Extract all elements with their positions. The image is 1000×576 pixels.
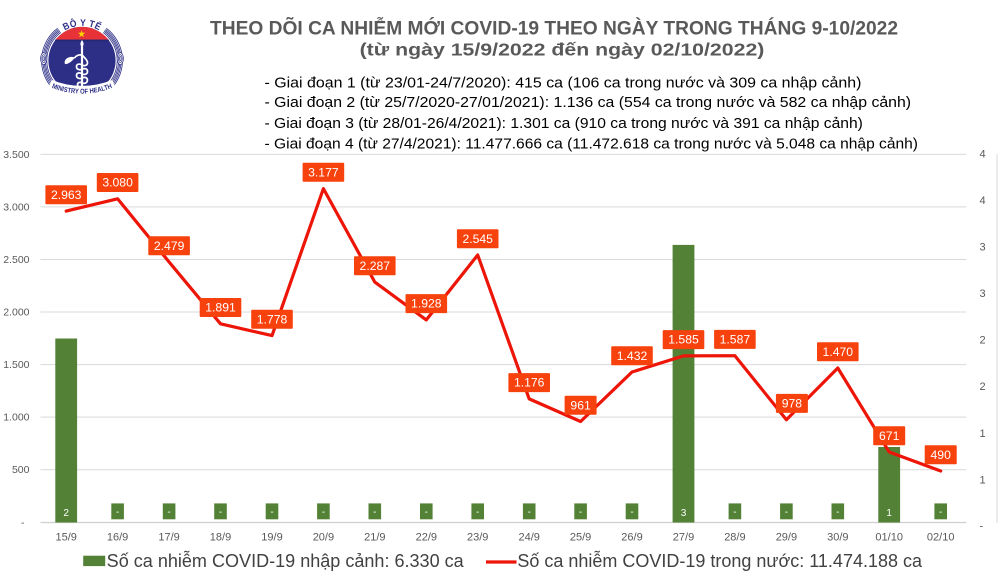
svg-text:-: - [116, 507, 119, 518]
svg-text:-: - [836, 507, 839, 518]
svg-text:2.963: 2.963 [51, 188, 82, 202]
svg-text:3.500: 3.500 [3, 149, 29, 161]
svg-text:29/9: 29/9 [776, 531, 797, 543]
svg-text:2.287: 2.287 [360, 259, 391, 273]
svg-text:978: 978 [782, 397, 803, 411]
svg-text:21/9: 21/9 [364, 531, 385, 543]
svg-text:17/9: 17/9 [158, 531, 179, 543]
svg-text:3: 3 [681, 508, 687, 519]
svg-text:23/9: 23/9 [467, 531, 488, 543]
svg-text:671: 671 [879, 429, 900, 443]
svg-text:-: - [733, 507, 736, 518]
svg-text:27/9: 27/9 [673, 531, 694, 543]
svg-text:2: 2 [63, 508, 69, 519]
svg-text:1.470: 1.470 [823, 345, 854, 359]
svg-text:1.585: 1.585 [668, 333, 699, 347]
svg-text:500: 500 [12, 464, 30, 476]
svg-text:02/10: 02/10 [927, 531, 955, 543]
svg-text:-: - [785, 507, 788, 518]
svg-text:Số ca nhiễm COVID-19 trong nướ: Số ca nhiễm COVID-19 trong nước: 11.474.… [517, 550, 923, 571]
svg-text:16/9: 16/9 [107, 531, 128, 543]
svg-text:1.778: 1.778 [257, 312, 288, 326]
svg-text:1: 1 [886, 508, 892, 519]
svg-text:-: - [528, 507, 531, 518]
svg-text:3: 3 [980, 288, 986, 300]
svg-text:25/9: 25/9 [570, 531, 591, 543]
svg-text:15/9: 15/9 [55, 531, 76, 543]
svg-text:(từ ngày 15/9/2022 đến ngày 02: (từ ngày 15/9/2022 đến ngày 02/10/2022) [360, 40, 765, 60]
svg-text:1.432: 1.432 [617, 349, 648, 363]
svg-text:1.000: 1.000 [3, 412, 29, 424]
svg-text:-: - [980, 521, 984, 533]
svg-text:30/9: 30/9 [827, 531, 848, 543]
svg-text:- Giai đoạn 2 (từ 25/7/2020-27: - Giai đoạn 2 (từ 25/7/2020-27/01/2021):… [265, 95, 912, 111]
svg-text:1.176: 1.176 [514, 376, 545, 390]
svg-text:2.000: 2.000 [3, 307, 29, 319]
svg-text:2.479: 2.479 [154, 239, 185, 253]
svg-text:-: - [21, 517, 25, 529]
svg-text:THEO DÕI CA NHIỄM MỚI COVID-19: THEO DÕI CA NHIỄM MỚI COVID-19 THEO NGÀY… [210, 17, 898, 39]
svg-text:1: 1 [980, 428, 986, 440]
svg-text:4: 4 [980, 149, 986, 161]
svg-text:-: - [476, 507, 479, 518]
svg-text:1.891: 1.891 [205, 301, 236, 315]
svg-text:1.500: 1.500 [3, 359, 29, 371]
svg-text:18/9: 18/9 [210, 531, 231, 543]
svg-text:-: - [270, 507, 273, 518]
svg-text:3.000: 3.000 [3, 201, 29, 213]
svg-text:28/9: 28/9 [724, 531, 745, 543]
svg-text:-: - [579, 507, 582, 518]
svg-text:Số ca nhiễm COVID-19 nhập cảnh: Số ca nhiễm COVID-19 nhập cảnh: 6.330 ca [107, 550, 465, 571]
svg-text:2.500: 2.500 [3, 254, 29, 266]
svg-text:2.545: 2.545 [462, 232, 493, 246]
svg-text:22/9: 22/9 [416, 531, 437, 543]
svg-text:- Giai đoạn 4 (từ 27/4/2021):: - Giai đoạn 4 (từ 27/4/2021): 11.477.666… [265, 137, 919, 153]
svg-text:-: - [322, 507, 325, 518]
svg-text:-: - [939, 507, 942, 518]
svg-text:490: 490 [931, 448, 952, 462]
svg-text:2: 2 [980, 381, 986, 393]
svg-text:26/9: 26/9 [621, 531, 642, 543]
svg-text:-: - [630, 507, 633, 518]
svg-text:24/9: 24/9 [518, 531, 539, 543]
svg-text:961: 961 [570, 398, 591, 412]
svg-text:2: 2 [980, 335, 986, 347]
svg-text:3.177: 3.177 [308, 165, 339, 179]
svg-text:-: - [373, 507, 376, 518]
svg-text:- Giai đoạn 3 (từ 28/01-26/4/2: - Giai đoạn 3 (từ 28/01-26/4/2021): 1.30… [265, 116, 863, 132]
svg-text:4: 4 [980, 195, 986, 207]
svg-text:1.587: 1.587 [720, 333, 751, 347]
svg-text:-: - [425, 507, 428, 518]
svg-text:19/9: 19/9 [261, 531, 282, 543]
svg-text:20/9: 20/9 [313, 531, 334, 543]
svg-text:1: 1 [980, 474, 986, 486]
svg-text:1.928: 1.928 [411, 297, 442, 311]
svg-text:-: - [167, 507, 170, 518]
svg-text:- Giai đoạn 1 (từ 23/01-24/7/2: - Giai đoạn 1 (từ 23/01-24/7/2020): 415 … [265, 75, 862, 91]
svg-text:01/10: 01/10 [875, 531, 903, 543]
svg-text:-: - [219, 507, 222, 518]
svg-text:3.080: 3.080 [102, 176, 133, 190]
svg-text:BỘ Y TẾ: BỘ Y TẾ [61, 17, 103, 33]
svg-text:3: 3 [980, 242, 986, 254]
